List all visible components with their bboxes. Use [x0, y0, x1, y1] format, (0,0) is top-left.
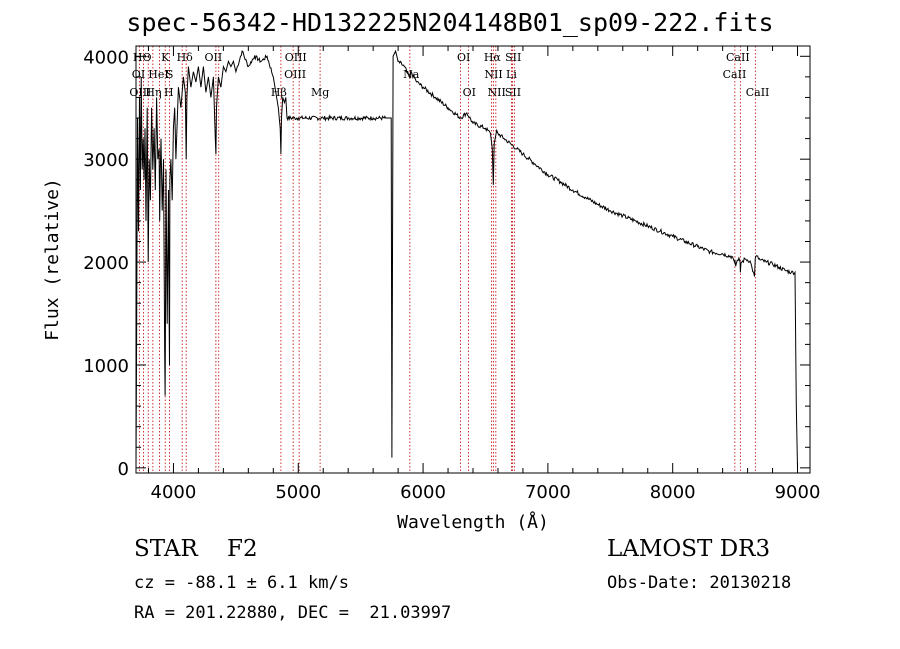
line-label: Hδ — [177, 51, 194, 64]
axis-ticks: 4000 5000 6000 7000 8000 9000 0 1000 2000 3000 400… — [83, 46, 820, 503]
line-label: OI — [463, 86, 476, 99]
x-tick-label: 9000 — [775, 482, 821, 503]
emission-line-markers — [138, 46, 756, 473]
chart-title: spec-56342-HD132225N204148B01_sp09-222.f… — [126, 8, 774, 37]
line-label: H — [164, 86, 174, 99]
line-label: S — [166, 68, 174, 81]
y-tick-label: 4000 — [83, 47, 129, 68]
x-tick-label: 8000 — [650, 482, 696, 503]
line-label: HeI — [148, 68, 168, 81]
line-label: Hα — [484, 51, 502, 64]
line-label: K — [161, 51, 170, 64]
line-label: Mg — [311, 86, 329, 99]
line-label: Hβ — [271, 86, 287, 99]
line-label: OI — [132, 68, 145, 81]
y-tick-label: 1000 — [83, 356, 129, 377]
line-label: SII — [505, 51, 521, 64]
survey-name: LAMOST DR3 — [607, 536, 771, 562]
line-label: Na — [403, 68, 420, 81]
line-label: NII — [488, 86, 506, 99]
line-label: Li — [506, 68, 517, 81]
spectrum-line — [135, 49, 798, 468]
x-tick-label: 7000 — [525, 482, 571, 503]
line-label: OIII — [285, 51, 307, 64]
line-label: OII — [205, 51, 223, 64]
redshift-velocity: cz = -88.1 ± 6.1 km/s — [134, 573, 349, 593]
x-tick-label: 6000 — [400, 482, 446, 503]
x-tick-label: 4000 — [151, 482, 197, 503]
plot-frame — [135, 45, 811, 474]
coordinates: RA = 201.22880, DEC = 21.03997 — [134, 603, 452, 623]
y-tick-label: 0 — [118, 459, 129, 480]
line-label: OIII — [129, 86, 151, 99]
line-label: CaII — [726, 51, 750, 64]
y-axis-label: Flux (relative) — [42, 178, 63, 341]
line-label: CaII — [746, 86, 770, 99]
y-tick-label: 3000 — [83, 150, 129, 171]
line-label: HΘ — [133, 51, 152, 64]
x-axis-label: Wavelength (Å) — [397, 511, 549, 533]
line-label: SII — [505, 86, 521, 99]
object-class: STAR F2 — [134, 536, 258, 562]
y-tick-label: 2000 — [83, 253, 129, 274]
line-label: OI — [457, 51, 470, 64]
line-label: CaII — [723, 68, 747, 81]
line-label: OIII — [284, 68, 306, 81]
x-tick-label: 5000 — [275, 482, 321, 503]
line-label: Hη — [145, 86, 161, 99]
line-label: NII — [484, 68, 502, 81]
observation-date: Obs-Date: 20130218 — [607, 573, 792, 593]
